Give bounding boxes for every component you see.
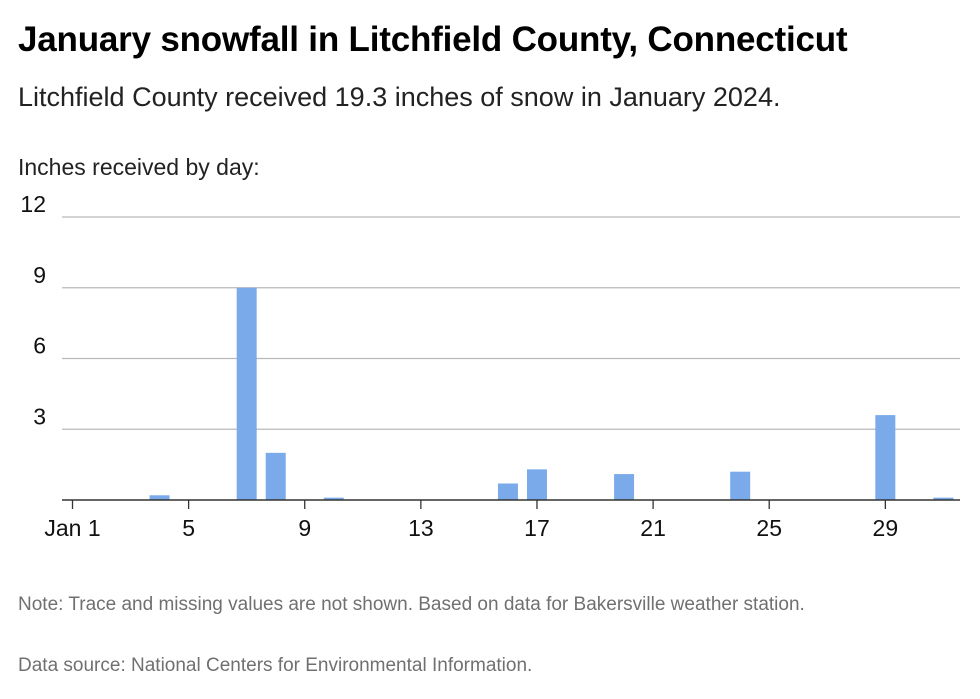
data-source: Data source: National Centers for Enviro… <box>18 655 533 676</box>
bar-jan-10 <box>323 497 344 500</box>
x-tick-label: 13 <box>408 515 434 541</box>
bar-jan-4 <box>149 495 170 500</box>
x-tick-label: Jan 1 <box>44 515 100 541</box>
x-tick-label: 29 <box>873 515 899 541</box>
chart-subtitle: Litchfield County received 19.3 inches o… <box>18 82 781 112</box>
x-tick-labels: Jan 1 5 9 13 17 21 25 29 <box>44 515 898 541</box>
bar-jan-20 <box>614 474 635 500</box>
chart-title: January snowfall in Litchfield County, C… <box>18 20 848 59</box>
x-tick-label: 25 <box>756 515 782 541</box>
y-tick-label: 3 <box>33 403 46 429</box>
bar-jan-16 <box>497 483 518 500</box>
x-tick-label: 21 <box>640 515 666 541</box>
bar-jan-7 <box>236 287 257 500</box>
bars <box>149 287 954 500</box>
bar-jan-31 <box>933 497 954 500</box>
y-tick-labels: 3 6 9 12 <box>20 191 46 429</box>
x-tick-label: 5 <box>182 515 195 541</box>
x-tick-label: 17 <box>524 515 550 541</box>
bar-jan-29 <box>875 415 896 500</box>
bar-jan-24 <box>730 471 751 500</box>
x-tick-label: 9 <box>298 515 311 541</box>
snowfall-bar-chart: 3 6 9 12 Jan 1 5 9 13 17 21 25 29 <box>20 191 960 541</box>
bar-jan-8 <box>265 452 286 500</box>
gridlines <box>62 216 960 430</box>
y-tick-label: 9 <box>33 262 46 288</box>
x-axis <box>62 499 960 509</box>
chart-note: Note: Trace and missing values are not s… <box>18 594 805 615</box>
y-axis-label: Inches received by day: <box>18 154 260 180</box>
y-tick-label: 6 <box>33 333 46 359</box>
y-tick-label: 12 <box>20 191 46 217</box>
bar-jan-17 <box>526 469 547 500</box>
